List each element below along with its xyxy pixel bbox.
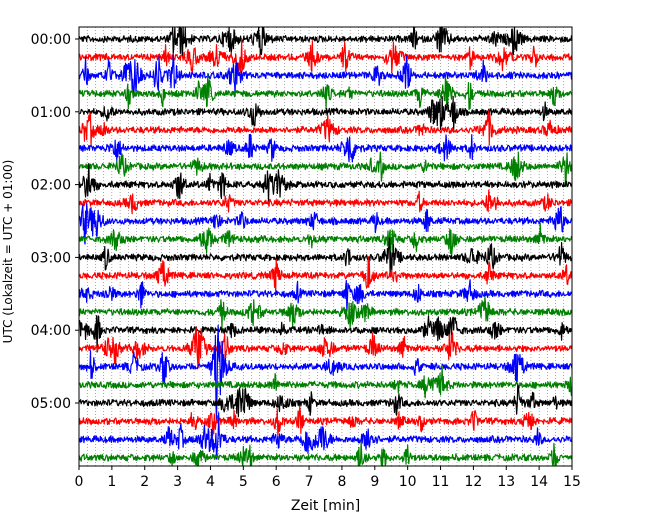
trace-line [78,440,573,467]
x-tick-label: 1 [107,474,116,490]
plot-frame [78,26,573,467]
y-tick-label: 02:00 [31,178,71,194]
x-axis-label: Zeit [min] [291,498,360,514]
y-tick-label: 01:00 [31,105,71,121]
trace-line [78,202,573,245]
y-tick-label: 04:00 [31,323,71,339]
x-tick-label: 15 [563,474,581,490]
trace-line [78,73,573,112]
trace-line [78,256,573,297]
trace-line [78,279,573,313]
trace-line [78,54,573,98]
x-axis: 0 1 2 3 4 5 6 7 8 9 10 11 12 13 14 15 [75,466,581,490]
x-tick-label: 8 [337,474,346,490]
trace-line [78,406,573,436]
trace-line [78,412,573,460]
y-axis-label: UTC (Lokalzeit = UTC + 01:00) [1,160,15,344]
trace-line [78,384,573,418]
x-tick-label: 7 [305,474,314,490]
trace-line [78,95,573,132]
x-tick-label: 12 [464,474,482,490]
x-tick-label: 14 [530,474,548,490]
trace-line [78,237,573,277]
x-tick-label: 11 [432,474,450,490]
x-tick-label: 6 [272,474,281,490]
trace-line [78,38,573,74]
trace-line [78,163,573,203]
trace-line [78,365,573,399]
y-tick-label: 00:00 [31,32,71,48]
trace-line [78,110,573,146]
trace-line [78,315,573,353]
x-tick-label: 3 [173,474,182,490]
x-tick-label: 10 [399,474,417,490]
trace-line [78,189,573,215]
x-tick-label: 0 [75,474,84,490]
trace-line [78,133,573,163]
x-tick-label: 2 [140,474,149,490]
x-tick-label: 4 [206,474,215,490]
trace-line [78,26,573,58]
trace-line [78,326,573,369]
y-tick-label: 03:00 [31,250,71,266]
x-tick-label: 5 [239,474,248,490]
trace-line [78,296,573,330]
trace-line [78,222,573,259]
y-tick-label: 05:00 [31,396,71,412]
x-tick-label: 9 [370,474,379,490]
x-tick-label: 13 [497,474,515,490]
traces [78,26,573,467]
trace-line [78,324,573,422]
y-axis: 00:00 01:00 02:00 03:00 04:00 05:00 [31,32,79,412]
trace-line [78,151,573,188]
